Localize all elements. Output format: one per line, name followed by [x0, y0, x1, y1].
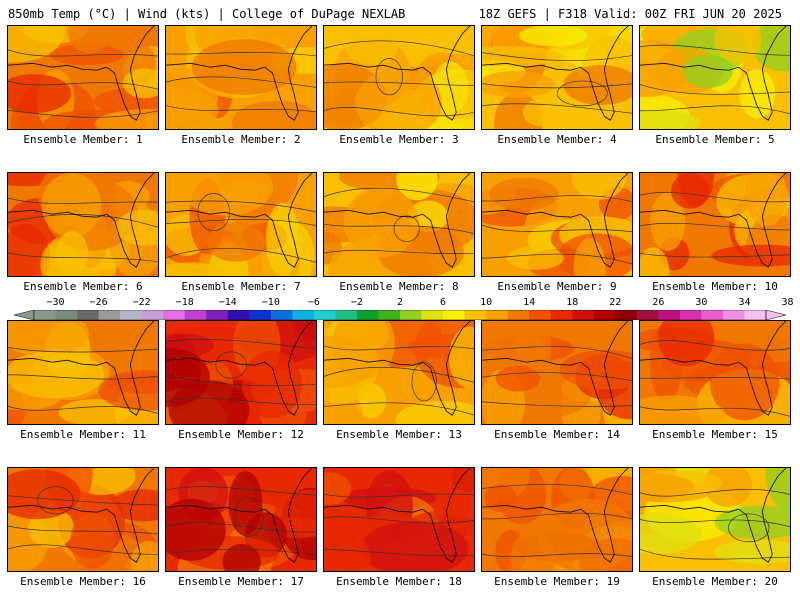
member-label: Ensemble Member: 14	[494, 428, 620, 441]
member-map	[165, 320, 317, 425]
colorbar-swatch	[744, 310, 767, 320]
member-label: Ensemble Member: 7	[181, 280, 301, 293]
member-map	[481, 172, 633, 277]
colorbar-swatch	[550, 310, 573, 320]
colorbar-swatch	[77, 310, 99, 320]
member-label: Ensemble Member: 19	[494, 575, 620, 588]
member-map	[7, 467, 159, 572]
member-map	[323, 25, 475, 130]
member-label: Ensemble Member: 18	[336, 575, 462, 588]
colorbar-tick-label: −10	[261, 297, 280, 308]
colorbar-tick-label: 10	[480, 297, 493, 308]
member-map	[639, 172, 791, 277]
colorbar-swatch	[120, 310, 142, 320]
colorbar-tick-label: 6	[440, 297, 447, 308]
colorbar-tick-label: 30	[695, 297, 708, 308]
member-map	[165, 467, 317, 572]
member-label: Ensemble Member: 2	[181, 133, 301, 146]
member-map	[7, 172, 159, 277]
member-label: Ensemble Member: 1	[23, 133, 143, 146]
colorbar-tick-label: 14	[523, 297, 536, 308]
colorbar-tick-label: −26	[89, 297, 108, 308]
member-map	[165, 172, 317, 277]
colorbar-swatch	[529, 310, 552, 320]
member-label: Ensemble Member: 6	[23, 280, 143, 293]
colorbar-swatch	[615, 310, 638, 320]
member-map	[639, 467, 791, 572]
colorbar-swatch	[378, 310, 401, 320]
colorbar-swatch	[593, 310, 616, 320]
colorbar-swatch	[464, 310, 487, 320]
member-map	[481, 467, 633, 572]
member-label: Ensemble Member: 11	[20, 428, 146, 441]
temperature-colorbar	[14, 310, 786, 320]
member-map	[165, 25, 317, 130]
colorbar-tick-label: 38	[781, 297, 794, 308]
colorbar-swatch	[421, 310, 444, 320]
colorbar-swatch	[34, 310, 56, 320]
colorbar-swatch	[249, 310, 272, 320]
colorbar-swatch	[443, 310, 465, 320]
member-map	[481, 25, 633, 130]
member-label: Ensemble Member: 13	[336, 428, 462, 441]
colorbar-swatch	[486, 310, 508, 320]
colorbar-swatch	[636, 310, 659, 320]
member-map	[481, 320, 633, 425]
colorbar-tick-label: −22	[132, 297, 151, 308]
member-label: Ensemble Member: 4	[497, 133, 617, 146]
member-label: Ensemble Member: 9	[497, 280, 617, 293]
member-map	[323, 467, 475, 572]
colorbar-tick-label: −30	[46, 297, 65, 308]
map-title: 850mb Temp (°C) | Wind (kts) | College o…	[8, 7, 406, 21]
colorbar-swatch	[141, 310, 164, 320]
colorbar-swatch	[572, 310, 595, 320]
member-map	[7, 320, 159, 425]
colorbar-swatch	[184, 310, 207, 320]
colorbar-swatch	[722, 310, 745, 320]
colorbar-tick-label: 22	[609, 297, 622, 308]
colorbar-swatch	[98, 310, 121, 320]
colorbar-tick-label: 26	[652, 297, 665, 308]
colorbar-tick-label: −6	[307, 297, 320, 308]
member-label: Ensemble Member: 17	[178, 575, 304, 588]
colorbar-tick-label: 18	[566, 297, 579, 308]
member-map	[639, 320, 791, 425]
member-label: Ensemble Member: 10	[652, 280, 778, 293]
colorbar-tick-label: −14	[218, 297, 237, 308]
colorbar-swatch	[292, 310, 315, 320]
member-label: Ensemble Member: 8	[339, 280, 459, 293]
colorbar-swatch	[335, 310, 358, 320]
colorbar-swatch	[206, 310, 229, 320]
member-map	[323, 172, 475, 277]
colorbar-swatch	[658, 310, 681, 320]
colorbar-arrow-right	[765, 310, 786, 320]
colorbar-swatch	[55, 310, 78, 320]
member-label: Ensemble Member: 15	[652, 428, 778, 441]
colorbar-tick-label: −2	[350, 297, 363, 308]
member-label: Ensemble Member: 20	[652, 575, 778, 588]
colorbar-tick-label: −18	[175, 297, 194, 308]
member-label: Ensemble Member: 3	[339, 133, 459, 146]
colorbar-tick-label: 34	[738, 297, 751, 308]
colorbar-swatch	[313, 310, 336, 320]
colorbar-swatch	[507, 310, 530, 320]
member-label: Ensemble Member: 12	[178, 428, 304, 441]
colorbar-tick-label: 2	[396, 297, 404, 308]
colorbar-swatch	[227, 310, 250, 320]
colorbar-swatch	[679, 310, 702, 320]
valid-time: 18Z GEFS | F318 Valid: 00Z FRI JUN 20 20…	[478, 7, 782, 21]
member-map	[7, 25, 159, 130]
member-map	[639, 25, 791, 130]
colorbar-swatch	[163, 310, 186, 320]
member-map	[323, 320, 475, 425]
colorbar-swatch	[400, 310, 422, 320]
colorbar-arrow-left	[14, 310, 35, 320]
colorbar-swatch	[701, 310, 724, 320]
colorbar-swatch	[270, 310, 293, 320]
colorbar-swatch	[356, 310, 379, 320]
member-label: Ensemble Member: 16	[20, 575, 146, 588]
member-label: Ensemble Member: 5	[655, 133, 775, 146]
